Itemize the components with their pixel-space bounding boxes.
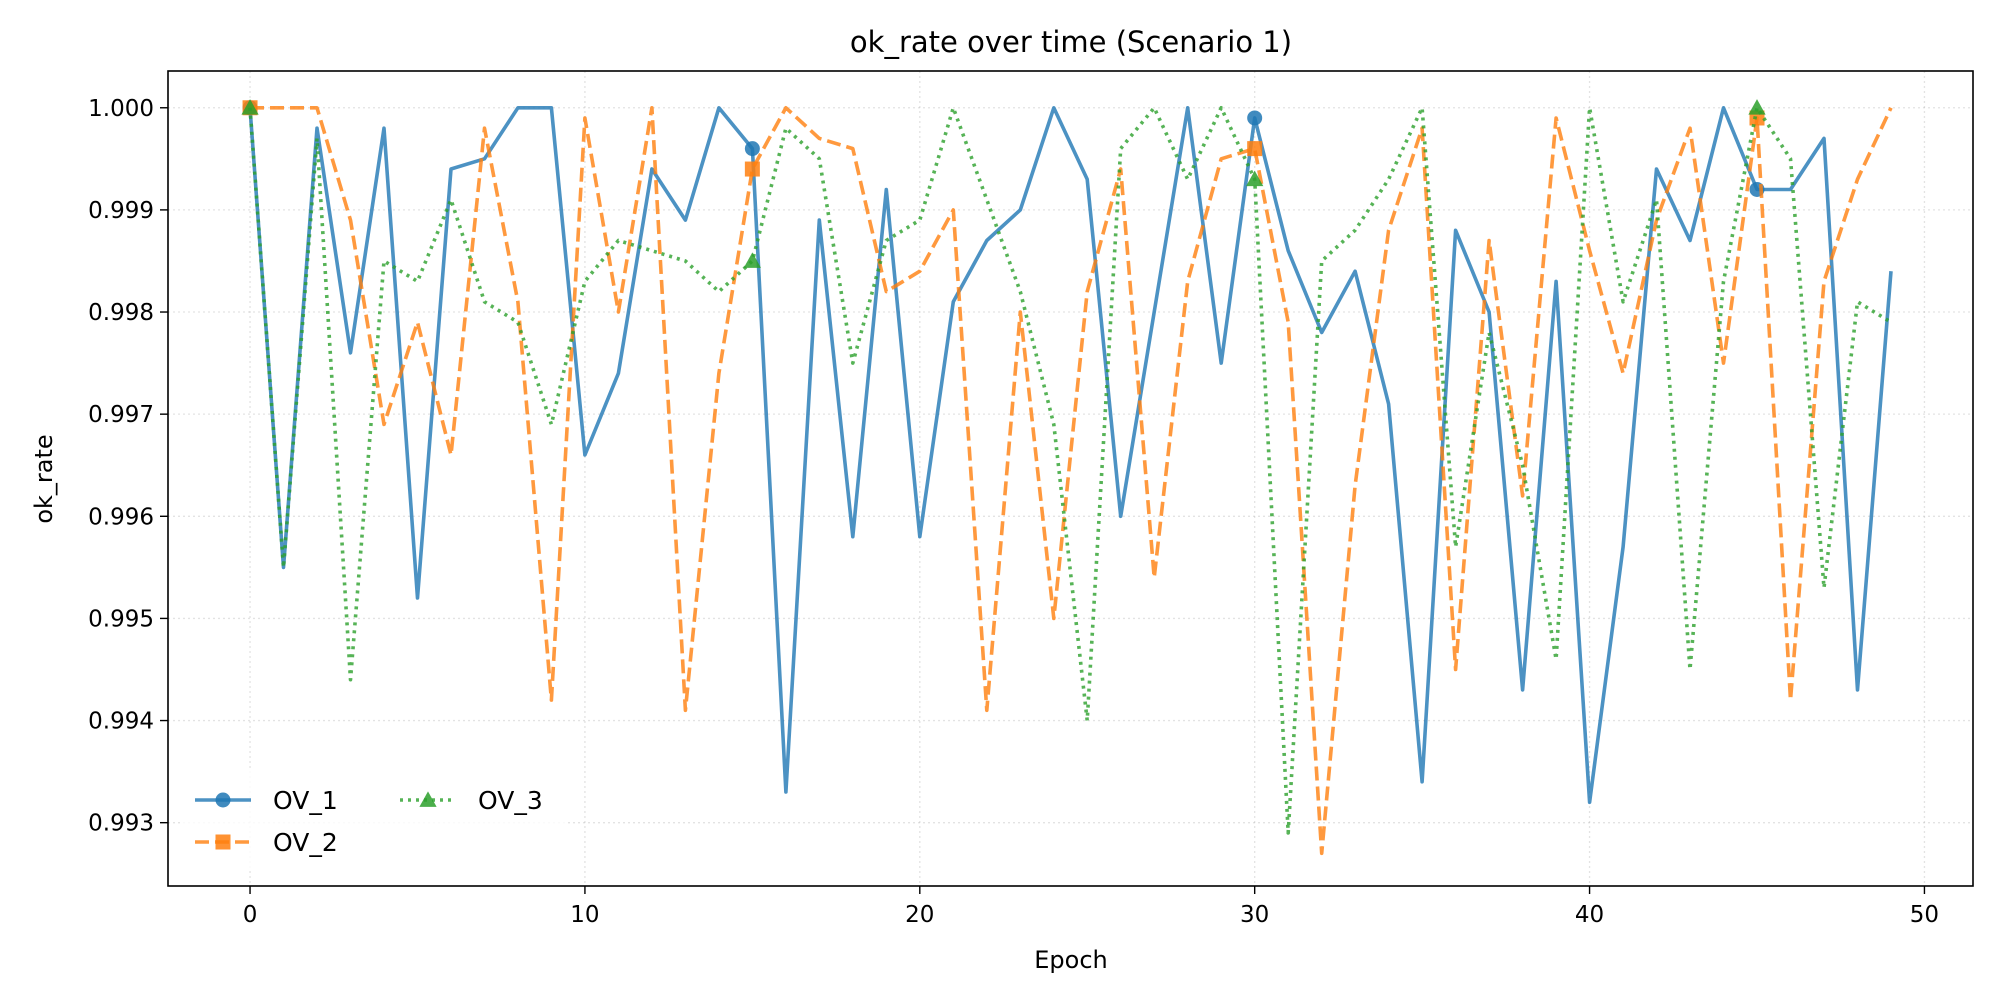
x-tick-label: 0 <box>243 902 258 928</box>
x-tick-label: 20 <box>905 902 934 928</box>
series-layer <box>241 99 1893 856</box>
y-tick-label: 0.995 <box>88 606 154 632</box>
data-point-marker <box>241 99 259 115</box>
legend-label: OV_3 <box>478 786 543 815</box>
data-point-marker <box>743 252 761 268</box>
legend-box <box>180 770 566 870</box>
legend-label: OV_1 <box>273 786 338 815</box>
legend-marker <box>419 791 437 807</box>
x-tick-label: 40 <box>1575 902 1604 928</box>
legend: OV_1 OV_2 OV_3 <box>180 770 566 870</box>
y-tick-label: 1.000 <box>88 96 154 122</box>
legend-entry: OV_3 <box>400 786 543 815</box>
data-point-marker <box>744 141 760 157</box>
data-point-marker <box>1247 110 1263 126</box>
legend-entry: OV_1 <box>195 786 338 815</box>
y-axis-label: ok_rate <box>30 434 58 523</box>
y-tick-label: 0.996 <box>88 504 154 530</box>
series-line <box>250 106 1893 856</box>
x-tick-label: 50 <box>1910 902 1939 928</box>
data-point-marker <box>1748 99 1766 115</box>
legend-marker <box>215 834 231 850</box>
y-tick-label: 0.998 <box>88 300 154 326</box>
legend-entry: OV_2 <box>195 828 338 857</box>
ticks: 0 10 20 30 40 50 0.993 0.994 0.995 0.996 0.997 0.99… <box>88 96 1939 928</box>
data-point-marker <box>1247 141 1263 157</box>
legend-marker <box>215 792 231 808</box>
series-line <box>248 106 1892 835</box>
chart-title: ok_rate over time (Scenario 1) <box>850 25 1292 59</box>
x-tick-label: 10 <box>570 902 599 928</box>
y-tick-label: 0.993 <box>88 811 154 837</box>
legend-label: OV_2 <box>273 828 338 857</box>
y-tick-label: 0.999 <box>88 198 154 224</box>
x-tick-label: 30 <box>1240 902 1269 928</box>
data-point-marker <box>1246 170 1264 187</box>
y-tick-label: 0.997 <box>88 402 154 428</box>
x-axis-label: Epoch <box>1034 946 1108 974</box>
y-tick-label: 0.994 <box>88 709 154 735</box>
series-ov-3 <box>241 99 1892 835</box>
series-line <box>248 106 1893 805</box>
plot-frame <box>167 70 1974 887</box>
data-point-marker <box>744 161 760 177</box>
